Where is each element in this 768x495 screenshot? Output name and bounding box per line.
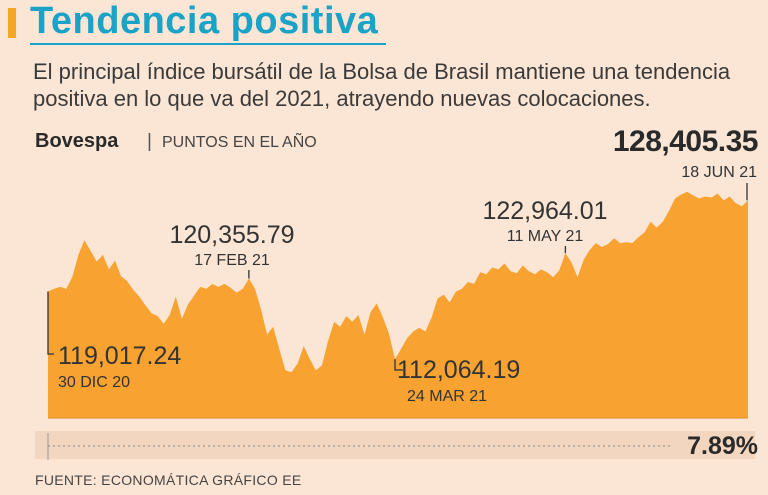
series-name: Bovespa: [35, 130, 119, 152]
series-separator: |: [147, 131, 152, 152]
title-underline: [30, 43, 386, 45]
start-value-label: 119,017.24: [58, 342, 181, 370]
mar-low-value-label: 112,064.19: [397, 356, 520, 384]
series-area: [48, 191, 748, 418]
subtitle: El principal índice bursátil de la Bolsa…: [33, 59, 731, 111]
may-peak-value-label: 122,964.01: [482, 197, 607, 225]
may-peak-date-label: 11 MAY 21: [507, 228, 584, 245]
start-leader-line: [47, 291, 54, 355]
end-date-label: 18 JUN 21: [681, 164, 757, 181]
title-accent-bar: [8, 8, 16, 38]
start-date-label: 30 DIC 20: [58, 374, 130, 391]
feb-peak-date-label: 17 FEB 21: [194, 252, 270, 269]
change-percent: 7.89%: [687, 432, 758, 460]
mar-low-leader-line: [394, 359, 403, 371]
series-unit: PUNTOS EN EL AÑO: [162, 134, 317, 151]
page-title: Tendencia positiva: [30, 0, 379, 42]
last-value-label: 128,405.35: [612, 125, 759, 158]
change-bar: [35, 431, 755, 459]
feb-peak-value-label: 120,355.79: [169, 221, 294, 249]
mar-low-date-label: 24 MAR 21: [407, 388, 487, 405]
source-credit: FUENTE: ECONOMÁTICA GRÁFICO EE: [35, 472, 302, 488]
